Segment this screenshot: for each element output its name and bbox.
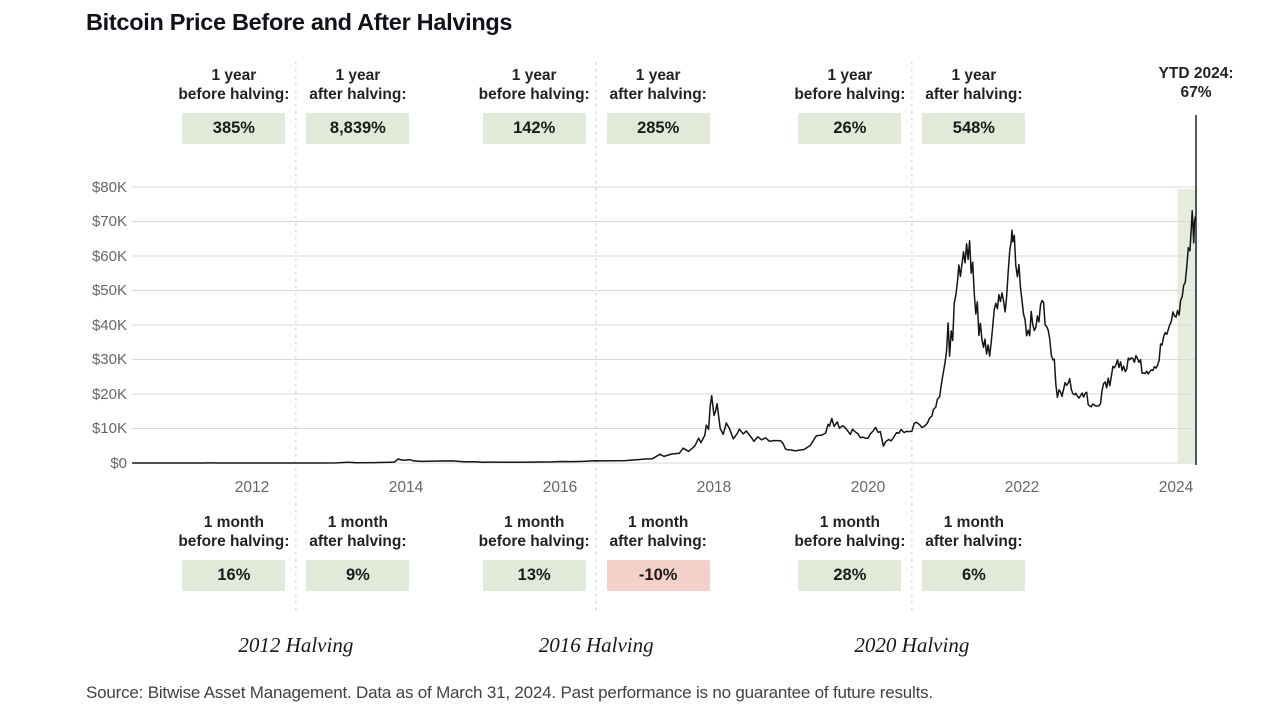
- annotation-label: before halving:: [478, 533, 590, 550]
- y-axis-tick-label: $60K: [91, 247, 127, 265]
- x-axis-tick-label: 2018: [696, 479, 732, 496]
- return-value-badge: 9%: [306, 560, 410, 591]
- annotation-label: 1 month: [203, 514, 265, 531]
- annotation-1mo-before: 1 month before halving: 28%: [765, 513, 935, 591]
- annotation-1mo-after: 1 month after halving: 9%: [273, 513, 443, 591]
- x-axis-tick-label: 2012: [234, 479, 270, 496]
- x-axis-tick-label: 2020: [850, 479, 886, 496]
- y-axis-tick-label: $0: [110, 454, 127, 472]
- annotation-label: 1 year: [635, 67, 681, 84]
- return-value-badge: 26%: [798, 113, 902, 144]
- annotation-label: after halving:: [925, 86, 1023, 103]
- halving-era-label: 2020 Halving: [854, 633, 970, 657]
- annotation-label: 1 year: [211, 67, 257, 84]
- y-axis-tick-label: $70K: [91, 213, 127, 230]
- annotation-label: after halving:: [609, 86, 707, 103]
- x-axis-tick-label: 2022: [1004, 479, 1040, 496]
- return-value-badge: 28%: [798, 560, 902, 591]
- annotation-1yr-after: 1 year after halving: 285%: [573, 66, 743, 144]
- annotation-label: 1 year: [951, 67, 997, 84]
- annotation-label: 1 year: [511, 67, 557, 84]
- annotation-label: before halving:: [178, 533, 290, 550]
- annotation-label: 1 month: [327, 514, 389, 531]
- annotation-1yr-after: 1 year after halving: 8,839%: [273, 66, 443, 144]
- annotation-label: before halving:: [178, 86, 290, 103]
- annotation-label: after halving:: [925, 533, 1023, 550]
- return-value-badge: 16%: [182, 560, 286, 591]
- return-value-badge: 8,839%: [306, 113, 410, 144]
- annotation-1mo-after: 1 month after halving: 6%: [889, 513, 1059, 591]
- annotation-1yr-before: 1 year before halving: 26%: [765, 66, 935, 144]
- y-axis-tick-label: $10K: [91, 420, 127, 437]
- annotation-label: 67%: [1180, 84, 1212, 101]
- y-axis-tick-label: $40K: [91, 316, 127, 334]
- annotation-label: 1 year: [335, 67, 381, 84]
- annotation-label: 1 month: [628, 514, 689, 531]
- bitcoin-price-line: [131, 210, 1197, 464]
- return-value-badge: 385%: [182, 113, 286, 144]
- return-value-badge: 6%: [922, 560, 1026, 591]
- annotation-1yr-after: 1 year after halving: 548%: [889, 66, 1059, 144]
- y-axis-tick-label: $20K: [91, 385, 127, 403]
- return-value-badge: -10%: [606, 560, 710, 591]
- return-value-badge: 142%: [482, 113, 586, 144]
- return-value-badge: 285%: [606, 113, 710, 144]
- x-axis-tick-label: 2024: [1158, 479, 1194, 496]
- annotation-label: after halving:: [309, 86, 407, 103]
- annotation-1yr-before: 1 year before halving: 385%: [149, 66, 319, 144]
- annotation-1mo-after: 1 month after halving: -10%: [573, 513, 743, 591]
- annotation-1yr-before: 1 year before halving: 142%: [449, 66, 619, 144]
- annotation-label: after halving:: [309, 533, 407, 550]
- annotation-1mo-before: 1 month before halving: 13%: [449, 513, 619, 591]
- annotation-label: before halving:: [478, 86, 590, 103]
- x-axis-tick-label: 2014: [388, 479, 424, 496]
- chart-title: Bitcoin Price Before and After Halvings: [86, 9, 513, 35]
- halving-era-label: 2016 Halving: [538, 633, 654, 657]
- annotation-label: 1 month: [504, 514, 565, 531]
- annotation-ytd: YTD 2024: 67%: [1111, 64, 1278, 102]
- annotation-label: after halving:: [609, 533, 707, 550]
- y-axis-tick-label: $30K: [91, 351, 127, 368]
- annotation-1mo-before: 1 month before halving: 16%: [149, 513, 319, 591]
- y-axis-tick-label: $50K: [91, 282, 127, 299]
- annotation-label: 1 year: [827, 67, 873, 84]
- annotation-label: YTD 2024:: [1158, 65, 1234, 82]
- annotation-label: 1 month: [943, 514, 1005, 531]
- return-value-badge: 13%: [482, 560, 586, 591]
- x-axis-tick-label: 2016: [542, 479, 578, 496]
- halving-era-label: 2012 Halving: [238, 633, 354, 657]
- annotation-label: before halving:: [794, 86, 906, 103]
- y-axis-tick-label: $80K: [91, 178, 127, 196]
- return-value-badge: 548%: [922, 113, 1026, 144]
- source-note: Source: Bitwise Asset Management. Data a…: [86, 683, 933, 702]
- annotation-label: before halving:: [794, 533, 906, 550]
- annotation-label: 1 month: [819, 514, 881, 531]
